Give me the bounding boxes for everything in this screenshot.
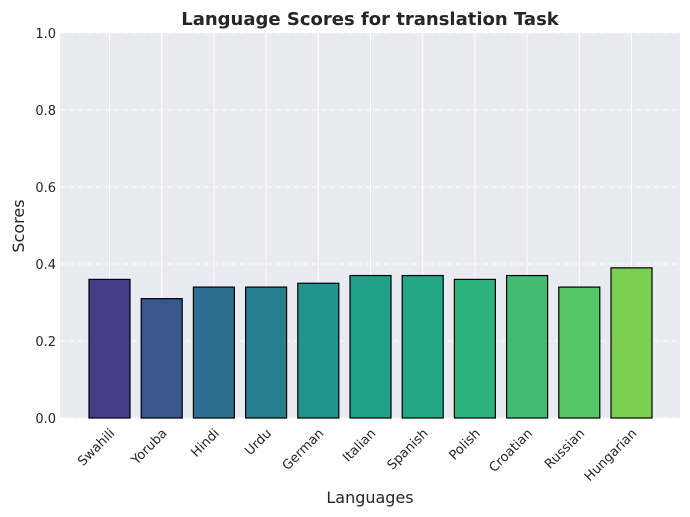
bar-german	[297, 282, 340, 419]
x-tick-label: Spanish	[385, 426, 432, 473]
bars	[88, 267, 653, 419]
x-tick-label: Polish	[447, 426, 484, 463]
x-axis-label: Languages	[326, 488, 413, 507]
y-axis-label: Scores	[9, 199, 28, 252]
x-tick-label: Hungarian	[582, 426, 640, 484]
chart-title: Language Scores for translation Task	[181, 9, 560, 30]
x-tick-label: Hindi	[188, 426, 222, 460]
y-tick-label: 0.6	[35, 181, 56, 196]
x-tick-label: Croatian	[486, 426, 535, 475]
x-tick-label: Italian	[340, 426, 379, 465]
y-tick-label: 0.8	[35, 104, 56, 119]
x-axis-ticks: Swahili Yoruba Hindi Urdu German Italian Spani…	[75, 426, 640, 484]
y-tick-label: 1.0	[35, 27, 56, 42]
y-tick-label: 0.0	[35, 412, 56, 427]
y-tick-label: 0.4	[35, 258, 56, 273]
x-tick-label: Urdu	[242, 426, 275, 459]
y-tick-label: 0.2	[35, 335, 56, 350]
bar-urdu	[245, 286, 288, 419]
bar-polish	[453, 278, 496, 419]
x-tick-label: Swahili	[75, 426, 118, 469]
bar-hindi	[192, 286, 235, 419]
bar-italian	[349, 274, 392, 419]
y-axis-ticks: 0.0 0.2 0.4 0.6 0.8 1.0	[35, 27, 56, 427]
bar-hungarian	[610, 267, 653, 419]
x-tick-label: Russian	[542, 426, 588, 472]
x-tick-label: German	[280, 426, 327, 473]
bar-russian	[558, 286, 601, 419]
bar-spanish	[401, 274, 444, 419]
bar-swahili	[88, 278, 131, 419]
bar-croatian	[506, 274, 549, 419]
x-tick-label: Yoruba	[128, 426, 170, 468]
bar-yoruba	[140, 298, 183, 419]
